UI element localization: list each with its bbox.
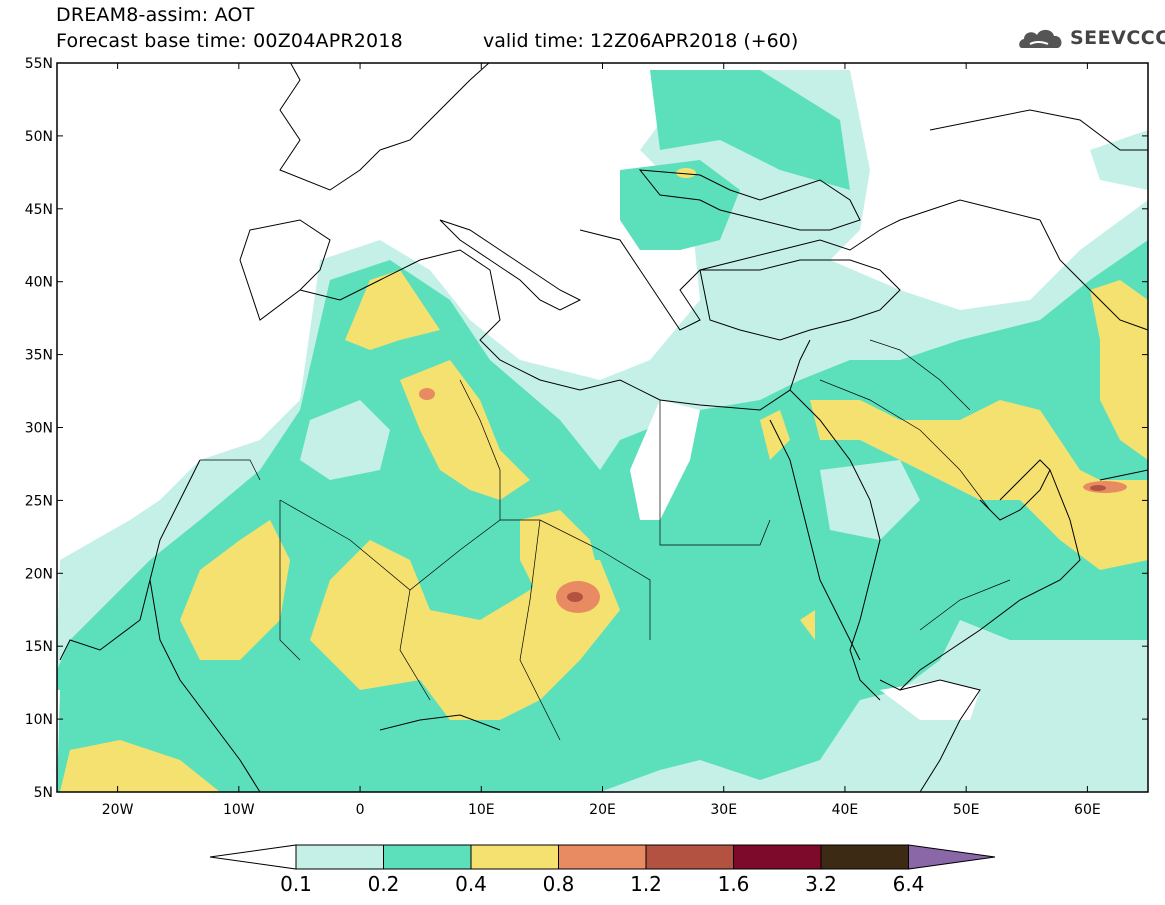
aot-contour-0.1-north: [1090, 130, 1148, 190]
colorbar-label: 1.6: [718, 872, 750, 896]
aot-contour-0.8-ukraine: [676, 168, 696, 178]
colorbar-label: 1.2: [630, 872, 662, 896]
lon-label: 10W: [223, 802, 255, 818]
colorbar-box: [558, 844, 647, 870]
aot-contour-1.2-iran: [1090, 485, 1106, 491]
colorbar-box: [733, 844, 822, 870]
lat-label: 20N: [25, 566, 53, 582]
colorbar-label: 3.2: [805, 872, 837, 896]
lon-label: 20E: [589, 802, 616, 818]
aot-gap-east-med: [630, 400, 700, 520]
aot-contour-0.4-morocco: [345, 270, 440, 350]
lon-label: 20W: [102, 802, 134, 818]
lat-label: 5N: [34, 785, 53, 801]
aot-gap-horn: [880, 680, 980, 720]
aot-gap-sahara-west: [300, 400, 390, 480]
colorbar-arrow-high: [908, 844, 996, 870]
colorbar-box: [295, 844, 384, 870]
country-borders: [200, 339, 1011, 741]
lon-label: 60E: [1074, 802, 1101, 818]
colorbar-label: 6.4: [893, 872, 925, 896]
coastlines: [59, 63, 1148, 792]
lat-label: 15N: [25, 639, 53, 655]
aot-contour-0.4-sinai: [760, 410, 790, 460]
aot-field: [57, 63, 1148, 792]
aot-contour-0.8-algeria: [419, 388, 435, 400]
lat-label: 40N: [25, 275, 53, 291]
valid-time: valid time: 12Z06APR2018 (+60): [483, 30, 799, 52]
lat-label: 50N: [25, 129, 53, 145]
seevccc-logo-icon: [1019, 29, 1062, 48]
colorbar-box: [470, 844, 559, 870]
aot-contour-0.4-arabia: [810, 400, 1148, 570]
aot-contour-0.2-balkans: [650, 70, 850, 190]
lat-label: 30N: [25, 421, 53, 437]
lat-label: 25N: [25, 493, 53, 509]
lon-label: 40E: [832, 802, 859, 818]
latitude-axis: 55N 50N 45N 40N 35N 30N 25N 20N 15N 10N 5N: [25, 56, 1148, 801]
colorbar-box: [645, 844, 734, 870]
colorbar-arrow-low: [209, 844, 297, 870]
aot-contour-1.2-chad: [567, 592, 583, 602]
aot-contour-0.4-redsea: [800, 610, 815, 640]
colorbar-label: 0.4: [455, 872, 487, 896]
map-title: DREAM8-assim: AOT: [56, 4, 255, 26]
lat-label: 35N: [25, 348, 53, 364]
lon-label: 0: [356, 802, 365, 818]
colorbar-box: [820, 844, 909, 870]
forecast-base-time: Forecast base time: 00Z04APR2018: [56, 30, 403, 52]
colorbar-box: [383, 844, 472, 870]
aot-contour-0.4-coast: [60, 740, 220, 792]
colorbar-label: 0.2: [368, 872, 400, 896]
longitude-axis: 20W 10W 0 10E 20E 30E 40E 50E 60E: [102, 63, 1101, 818]
colorbar-label: 0.1: [280, 872, 312, 896]
lat-label: 55N: [25, 56, 53, 72]
lon-label: 30E: [710, 802, 737, 818]
lat-label: 10N: [25, 712, 53, 728]
colorbar-label: 0.8: [543, 872, 575, 896]
aot-contour-0.4-westafrica: [180, 520, 290, 660]
lon-label: 50E: [953, 802, 980, 818]
lat-label: 45N: [25, 202, 53, 218]
lon-label: 10E: [468, 802, 495, 818]
logo-text: SEEVCCC: [1070, 27, 1165, 49]
